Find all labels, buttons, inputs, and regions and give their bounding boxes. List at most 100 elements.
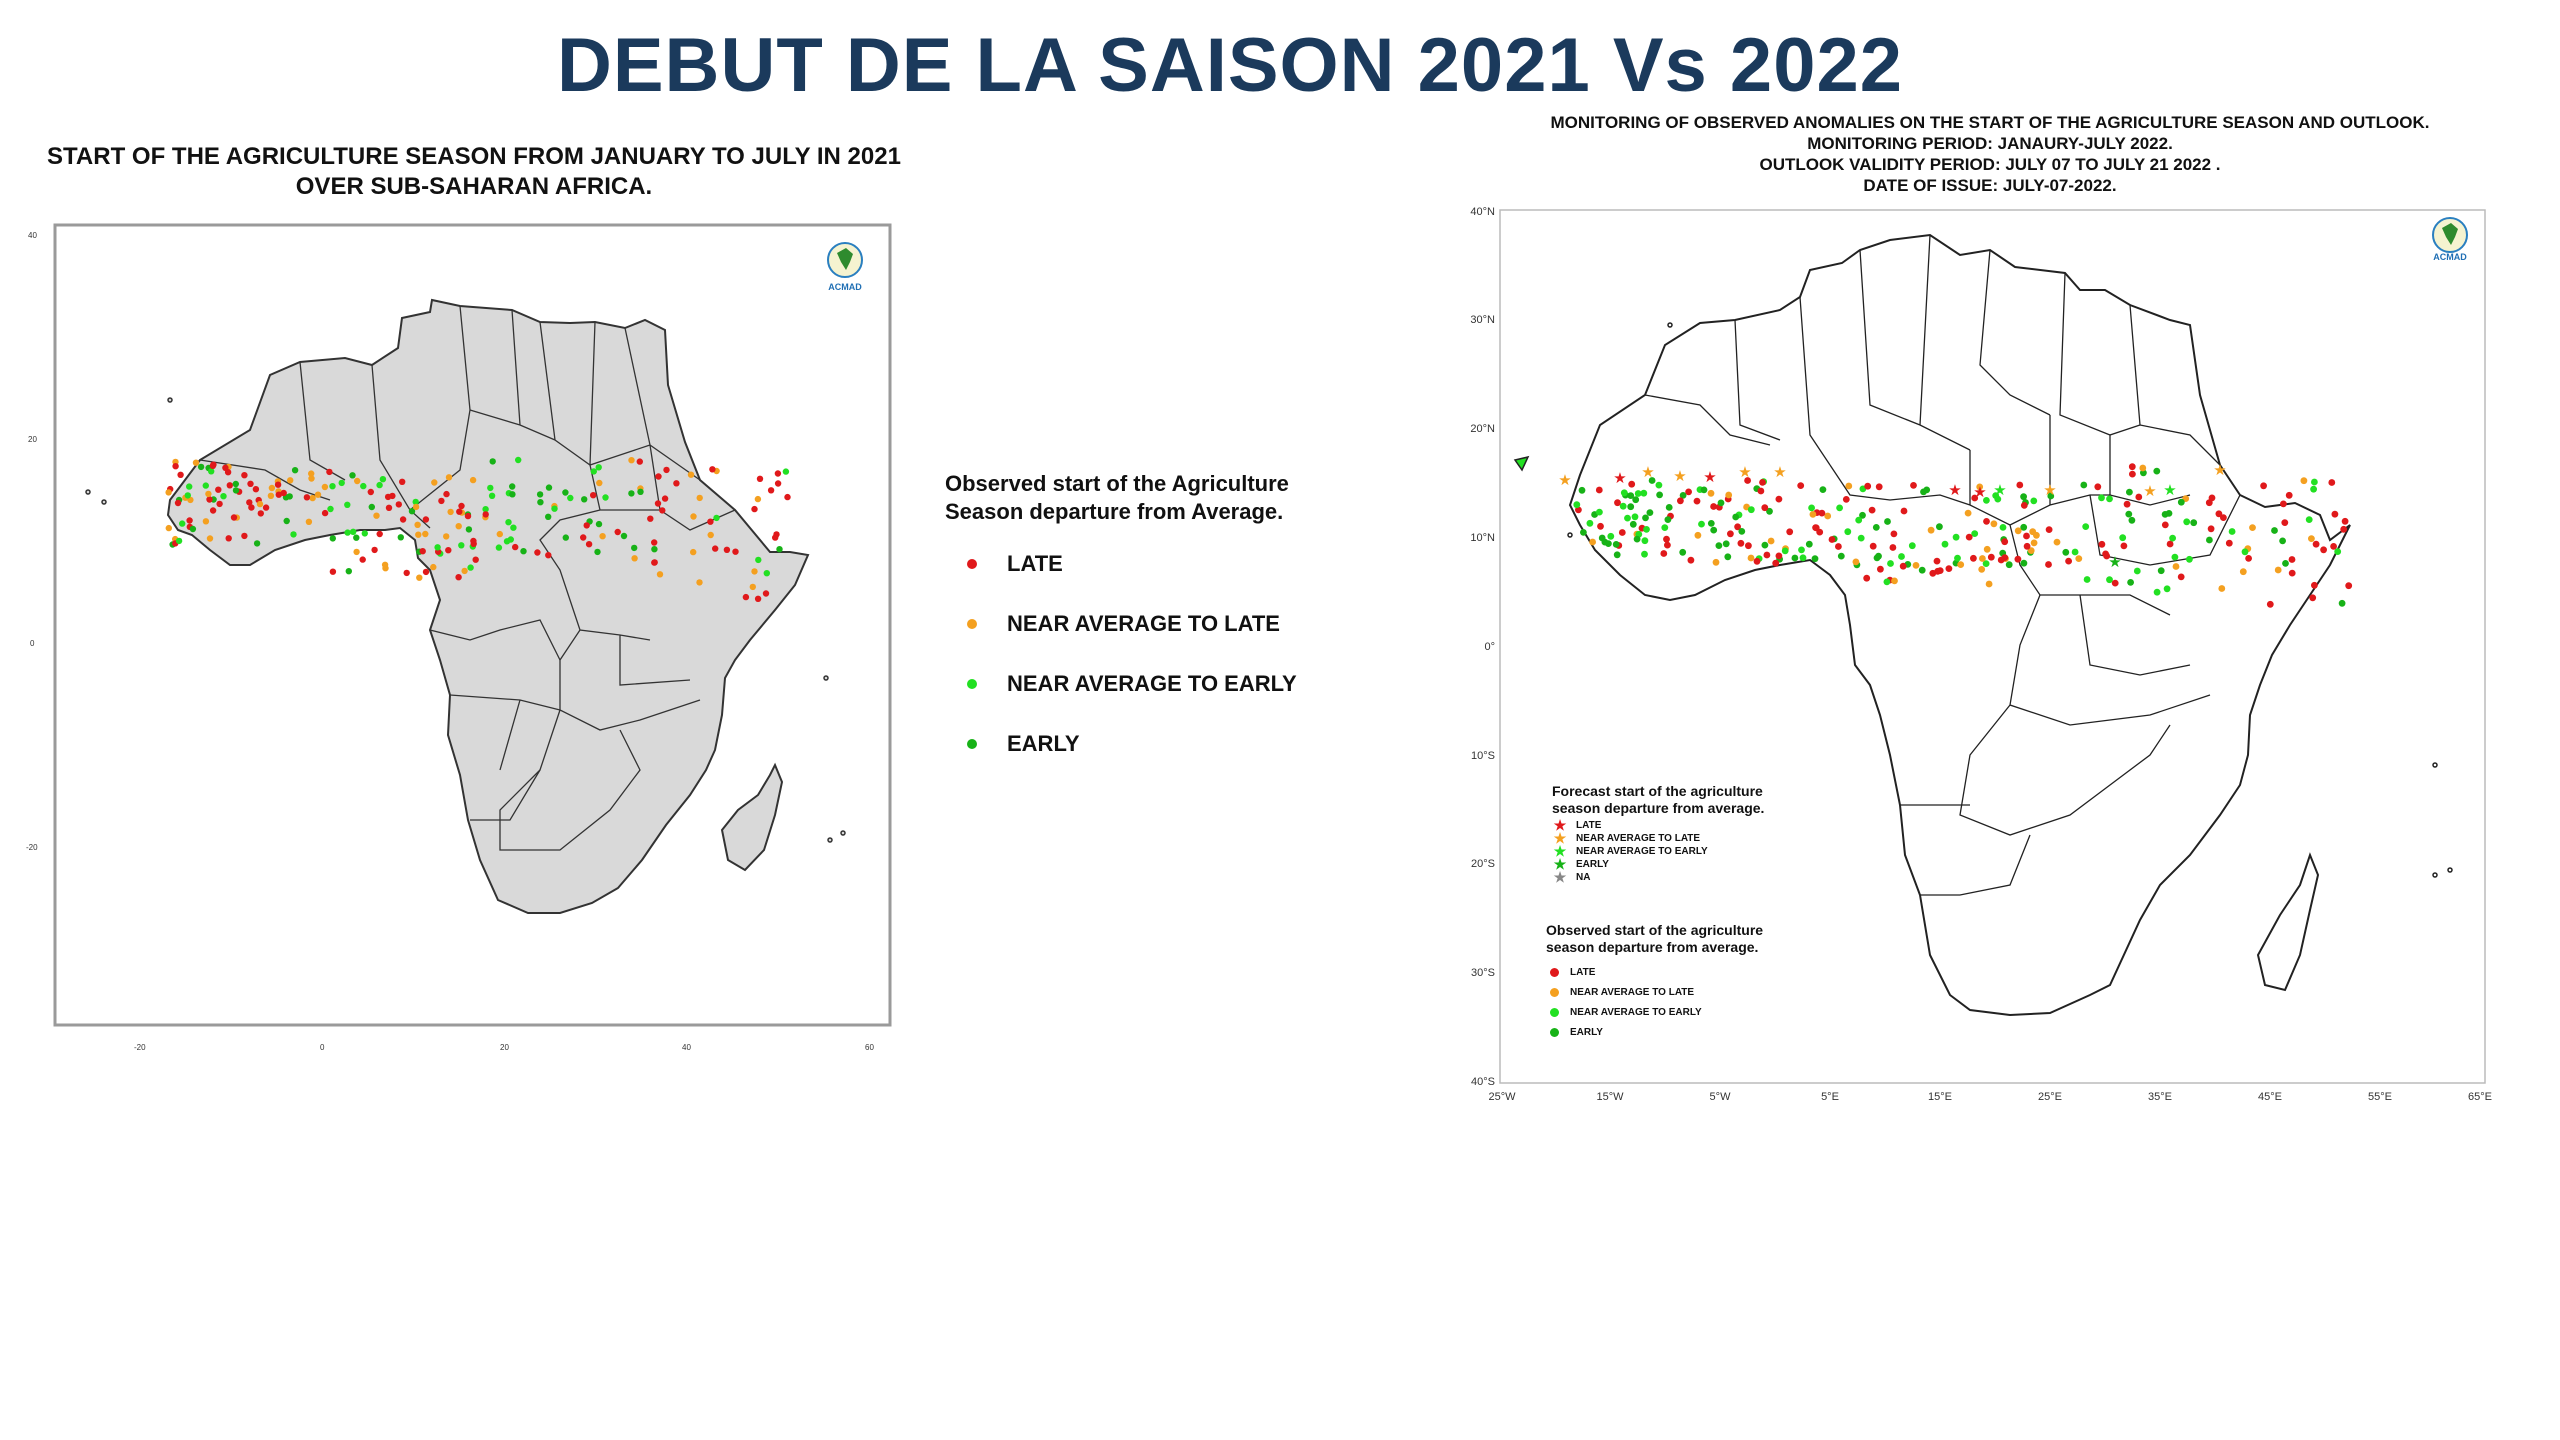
station-point [376, 481, 383, 489]
observed-legend-title-line1: Observed start of the agriculture [1546, 922, 1764, 938]
station-point [1791, 554, 1799, 562]
station-point [1633, 535, 1641, 543]
station-point [445, 474, 453, 481]
station-point [280, 489, 287, 497]
right-x-tick: 65°E [2468, 1091, 2492, 1103]
station-point [2106, 495, 2113, 503]
forecast-star-icon: ★ [1948, 482, 1961, 499]
station-point [1710, 503, 1717, 510]
station-point [620, 532, 628, 540]
left-map-title-line1: START OF THE AGRICULTURE SEASON FROM JAN… [47, 143, 901, 170]
station-point [416, 574, 423, 581]
station-point [1828, 536, 1836, 543]
station-point [536, 491, 544, 498]
station-point [762, 590, 770, 597]
station-point [165, 524, 172, 532]
near-early-dot [967, 679, 977, 689]
station-point [2071, 548, 2079, 556]
observed-label: LATE [1570, 966, 1596, 978]
station-point [1607, 532, 1615, 540]
station-point [303, 494, 311, 501]
station-point [275, 491, 282, 498]
station-point [482, 511, 489, 518]
right-logo-text: ACMAD [2433, 252, 2467, 262]
left-legend: Observed start of the Agriculture Season… [945, 470, 1365, 774]
forecast-star-icon: ★ [1641, 464, 1654, 481]
station-point [2215, 510, 2223, 518]
station-point [1837, 552, 1845, 560]
right-country-borders [1644, 234, 2241, 896]
station-point [1908, 542, 1916, 550]
station-point [1700, 486, 1708, 494]
right-x-tick: 15°E [1928, 1091, 1952, 1103]
station-point [361, 530, 368, 537]
station-point [755, 556, 762, 564]
station-point [1872, 524, 1880, 531]
left-y-tick: 20 [28, 435, 37, 444]
station-point [2274, 566, 2282, 574]
station-point [2300, 477, 2308, 485]
station-point [2094, 483, 2102, 491]
station-point [2020, 523, 2028, 531]
early-dot [967, 739, 977, 749]
station-point [2218, 585, 2226, 592]
station-point [2288, 556, 2296, 563]
station-point [1640, 489, 1648, 497]
forecast-star-icon: ★ [1613, 470, 1626, 487]
station-point [2030, 539, 2038, 547]
station-point [1875, 552, 1882, 560]
near-late-dot [1550, 987, 1559, 997]
station-point [1805, 540, 1813, 548]
station-point [2320, 546, 2327, 554]
station-point [209, 462, 217, 469]
early-dot [1550, 1027, 1559, 1037]
left-x-axis: -20 0 20 40 60 [134, 1043, 874, 1052]
station-point [464, 512, 472, 520]
station-point [175, 537, 183, 545]
station-point [274, 481, 282, 488]
station-point [1679, 492, 1687, 499]
station-point [2045, 561, 2052, 568]
station-point [1629, 520, 1637, 528]
station-point [1970, 554, 1977, 562]
station-point [202, 482, 209, 489]
station-point [2020, 493, 2027, 501]
station-point [534, 549, 541, 556]
right-x-tick: 35°E [2148, 1091, 2172, 1103]
station-point [353, 534, 360, 541]
station-point [690, 548, 697, 556]
station-point [2163, 585, 2171, 593]
station-point [2271, 527, 2278, 534]
station-point [2245, 555, 2252, 562]
station-point [1818, 509, 1826, 517]
station-point [2106, 576, 2113, 584]
left-x-tick: 40 [682, 1043, 691, 1052]
forecast-item-near-average-to-late: ★ NEAR AVERAGE TO LATE [1552, 830, 1852, 846]
station-point [2128, 463, 2136, 471]
right-x-axis: 25°W 15°W 5°W 5°E 15°E 25°E 35°E 45°E 55… [1488, 1091, 2492, 1103]
station-point [2123, 500, 2131, 508]
station-point [2311, 478, 2318, 486]
station-point [2065, 557, 2072, 565]
station-point [655, 473, 662, 480]
forecast-item-near-average-to-early: ★ NEAR AVERAGE TO EARLY [1552, 843, 1852, 859]
station-point [510, 524, 517, 531]
page-title: DEBUT DE LA SAISON 2021 Vs 2022 [556, 23, 1903, 108]
station-point [422, 568, 430, 576]
right-y-tick: 20°N [1470, 423, 1495, 435]
station-point [359, 556, 366, 563]
observed-label: NEAR AVERAGE TO EARLY [1570, 1006, 1702, 1018]
station-point [461, 567, 468, 575]
station-point [291, 467, 299, 474]
legend-label: NEAR AVERAGE TO EARLY [1007, 671, 1297, 696]
station-point [443, 490, 450, 498]
station-point [403, 569, 410, 577]
station-point [1982, 560, 1990, 567]
station-point [1999, 524, 2007, 531]
station-point [1945, 565, 1953, 572]
station-point [2020, 502, 2028, 509]
station-point [1613, 551, 1621, 559]
station-point [707, 518, 714, 525]
station-point [707, 531, 714, 539]
station-point [389, 492, 396, 500]
